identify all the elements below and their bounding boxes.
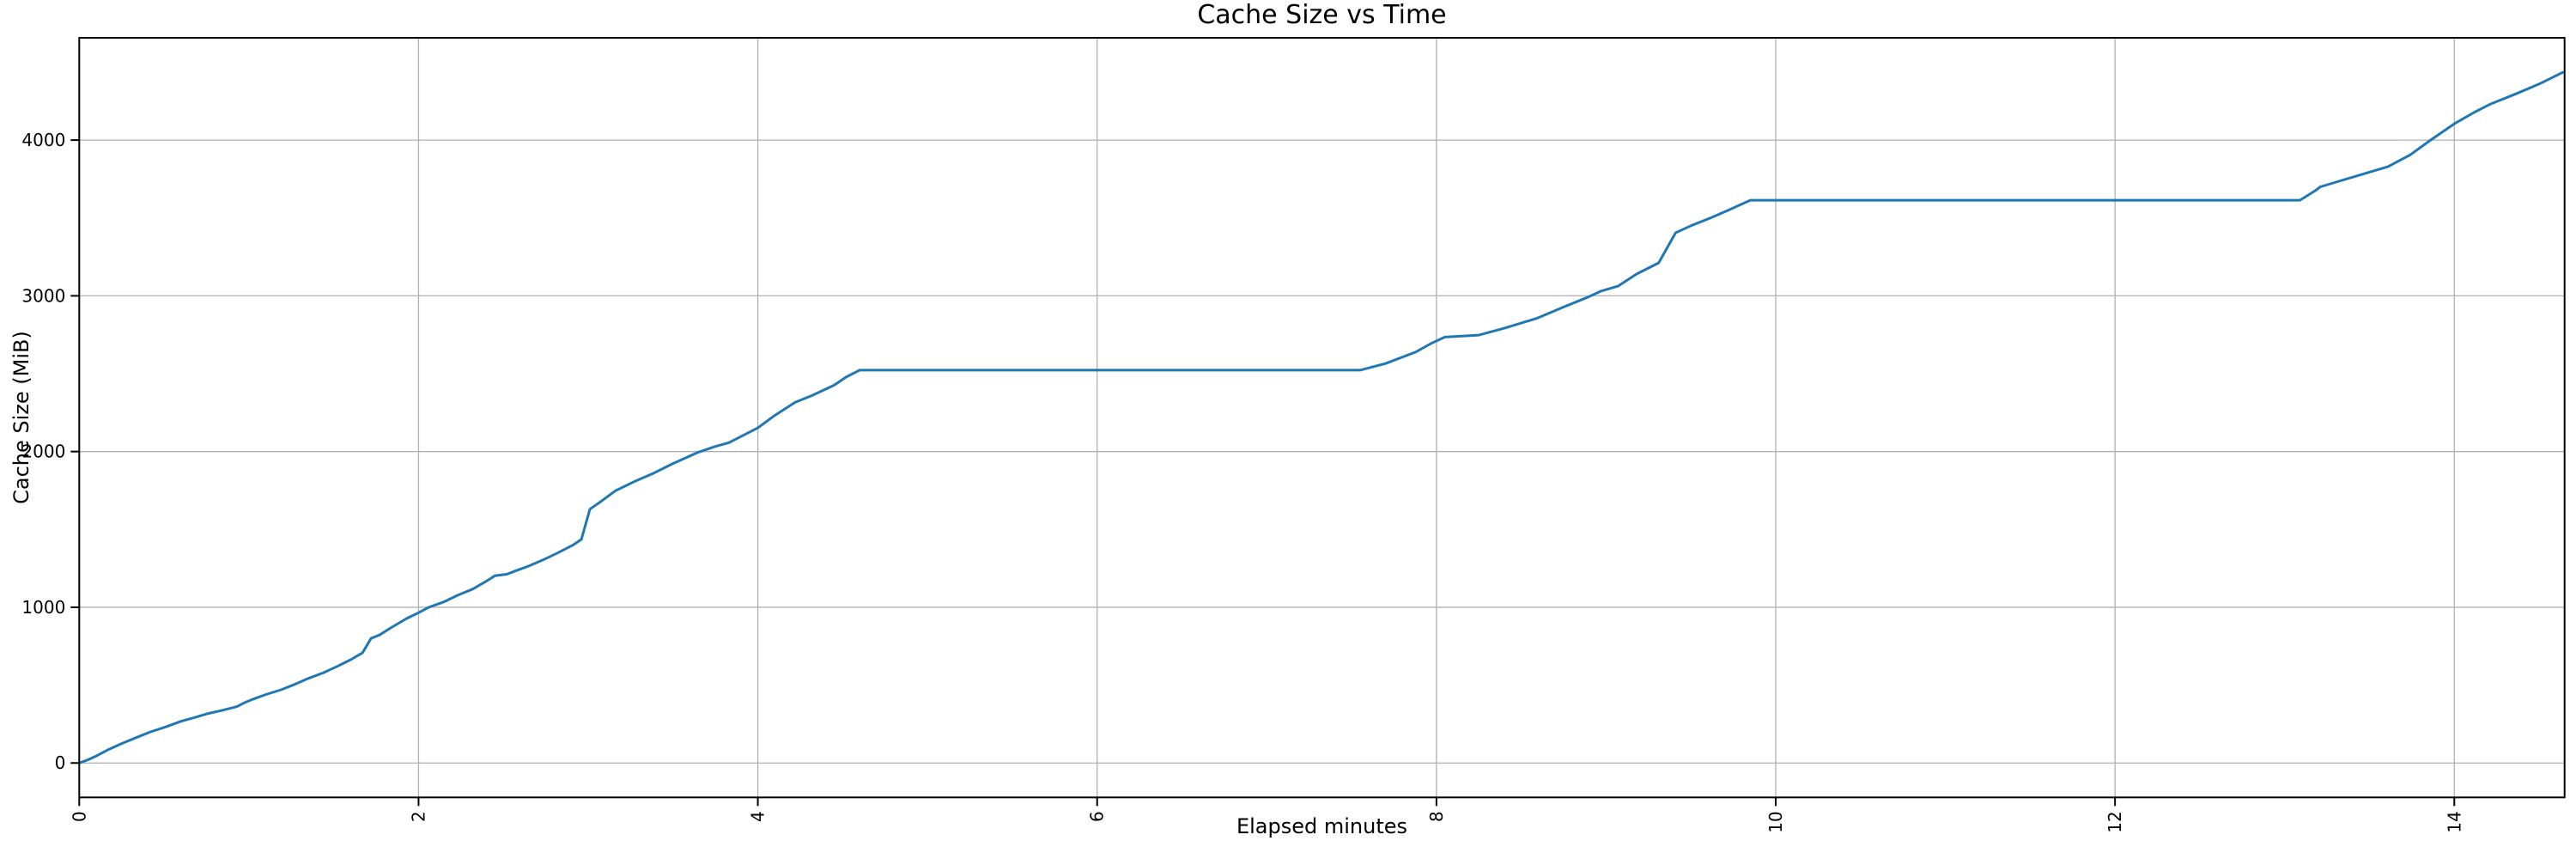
y-tick-label: 0 [55, 752, 66, 773]
y-tick-label: 3000 [21, 285, 65, 306]
x-axis-label: Elapsed minutes [1236, 814, 1408, 838]
y-tick-label: 2000 [21, 442, 65, 462]
cache-size-line [77, 70, 2565, 765]
plot-border [78, 37, 2566, 799]
y-tick-label: 4000 [21, 130, 65, 150]
x-tick-label: 4 [748, 811, 769, 822]
x-tick-label: 8 [1426, 811, 1447, 822]
x-tick-label: 12 [2105, 811, 2125, 832]
chart-title: Cache Size vs Time [1197, 0, 1447, 30]
y-tick-label: 1000 [21, 597, 65, 618]
x-tick-label: 0 [69, 811, 89, 822]
x-tick-label: 14 [2444, 811, 2464, 832]
x-tick-label: 10 [1765, 811, 1786, 832]
x-tick-label: 2 [408, 811, 428, 822]
x-tick-label: 6 [1087, 811, 1108, 822]
